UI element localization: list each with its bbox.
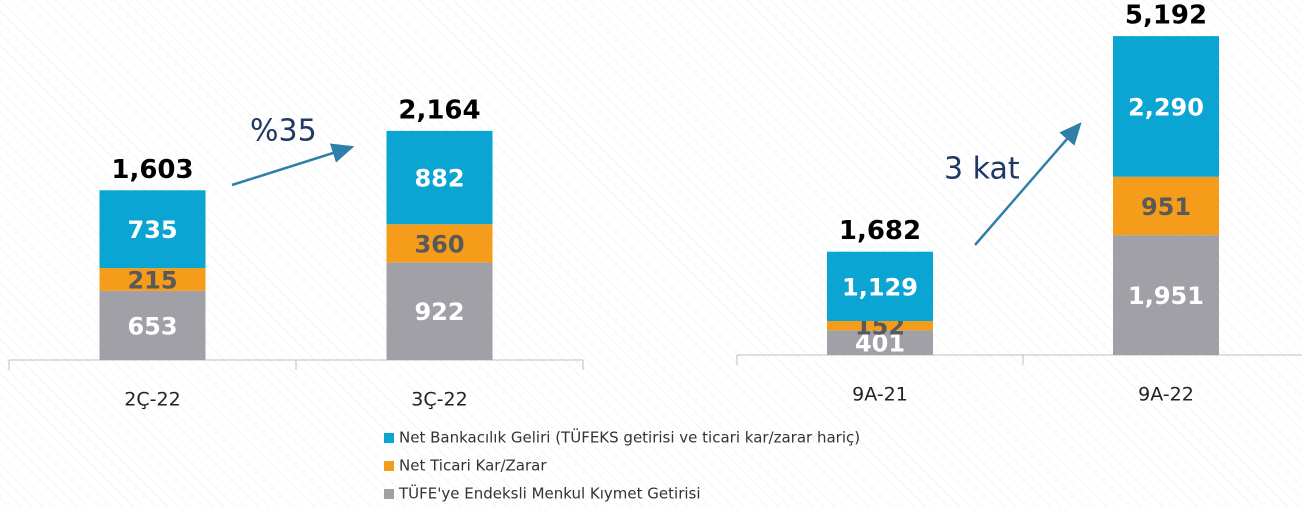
bar-segment	[1113, 36, 1219, 177]
data-label: 2,290	[1128, 93, 1204, 121]
total-label: 2,164	[398, 95, 480, 125]
legend-label: Net Bankacılık Geliri (TÜFEKS getirisi v…	[399, 428, 860, 447]
annotation: %35	[250, 114, 317, 149]
total-label: 1,603	[111, 155, 193, 185]
x-tick-label: 3Ç-22	[411, 389, 467, 411]
bar-segment	[99, 190, 206, 269]
data-label: 401	[855, 330, 905, 358]
legend-label: Net Ticari Kar/Zarar	[399, 457, 547, 475]
bar-segment	[827, 330, 933, 355]
bar-segment	[827, 321, 933, 331]
x-tick-label: 2Ç-22	[124, 389, 180, 411]
bar-segment	[99, 268, 206, 291]
data-label: 215	[127, 266, 177, 294]
legend-swatch	[384, 433, 394, 443]
x-tick-label: 9A-22	[1138, 384, 1194, 406]
bar-segment	[386, 224, 493, 263]
arrow	[974, 122, 1082, 246]
legend-label: TÜFE'ye Endeksli Menkul Kıymet Getirisi	[398, 484, 701, 503]
data-label: 882	[414, 165, 464, 193]
bar-segment	[1113, 235, 1219, 355]
bar-segment	[827, 251, 933, 322]
arrow	[231, 143, 355, 187]
x-tick-label: 9A-21	[852, 384, 908, 406]
annotation: 3 kat	[944, 152, 1020, 187]
data-label: 1,129	[842, 273, 918, 301]
legend-swatch	[384, 489, 394, 499]
data-label: 1,951	[1128, 282, 1204, 310]
bar-segment	[99, 290, 206, 360]
legend-swatch	[384, 461, 394, 471]
data-label: 735	[127, 216, 177, 244]
data-label: 653	[127, 312, 177, 340]
bar-segment	[386, 262, 493, 360]
data-label: 951	[1141, 193, 1191, 221]
total-label: 5,192	[1125, 1, 1207, 31]
bar-segment	[1113, 176, 1219, 236]
total-label: 1,682	[839, 216, 921, 246]
bar-segment	[386, 130, 493, 225]
data-label: 360	[414, 230, 464, 258]
data-label: 922	[414, 298, 464, 326]
